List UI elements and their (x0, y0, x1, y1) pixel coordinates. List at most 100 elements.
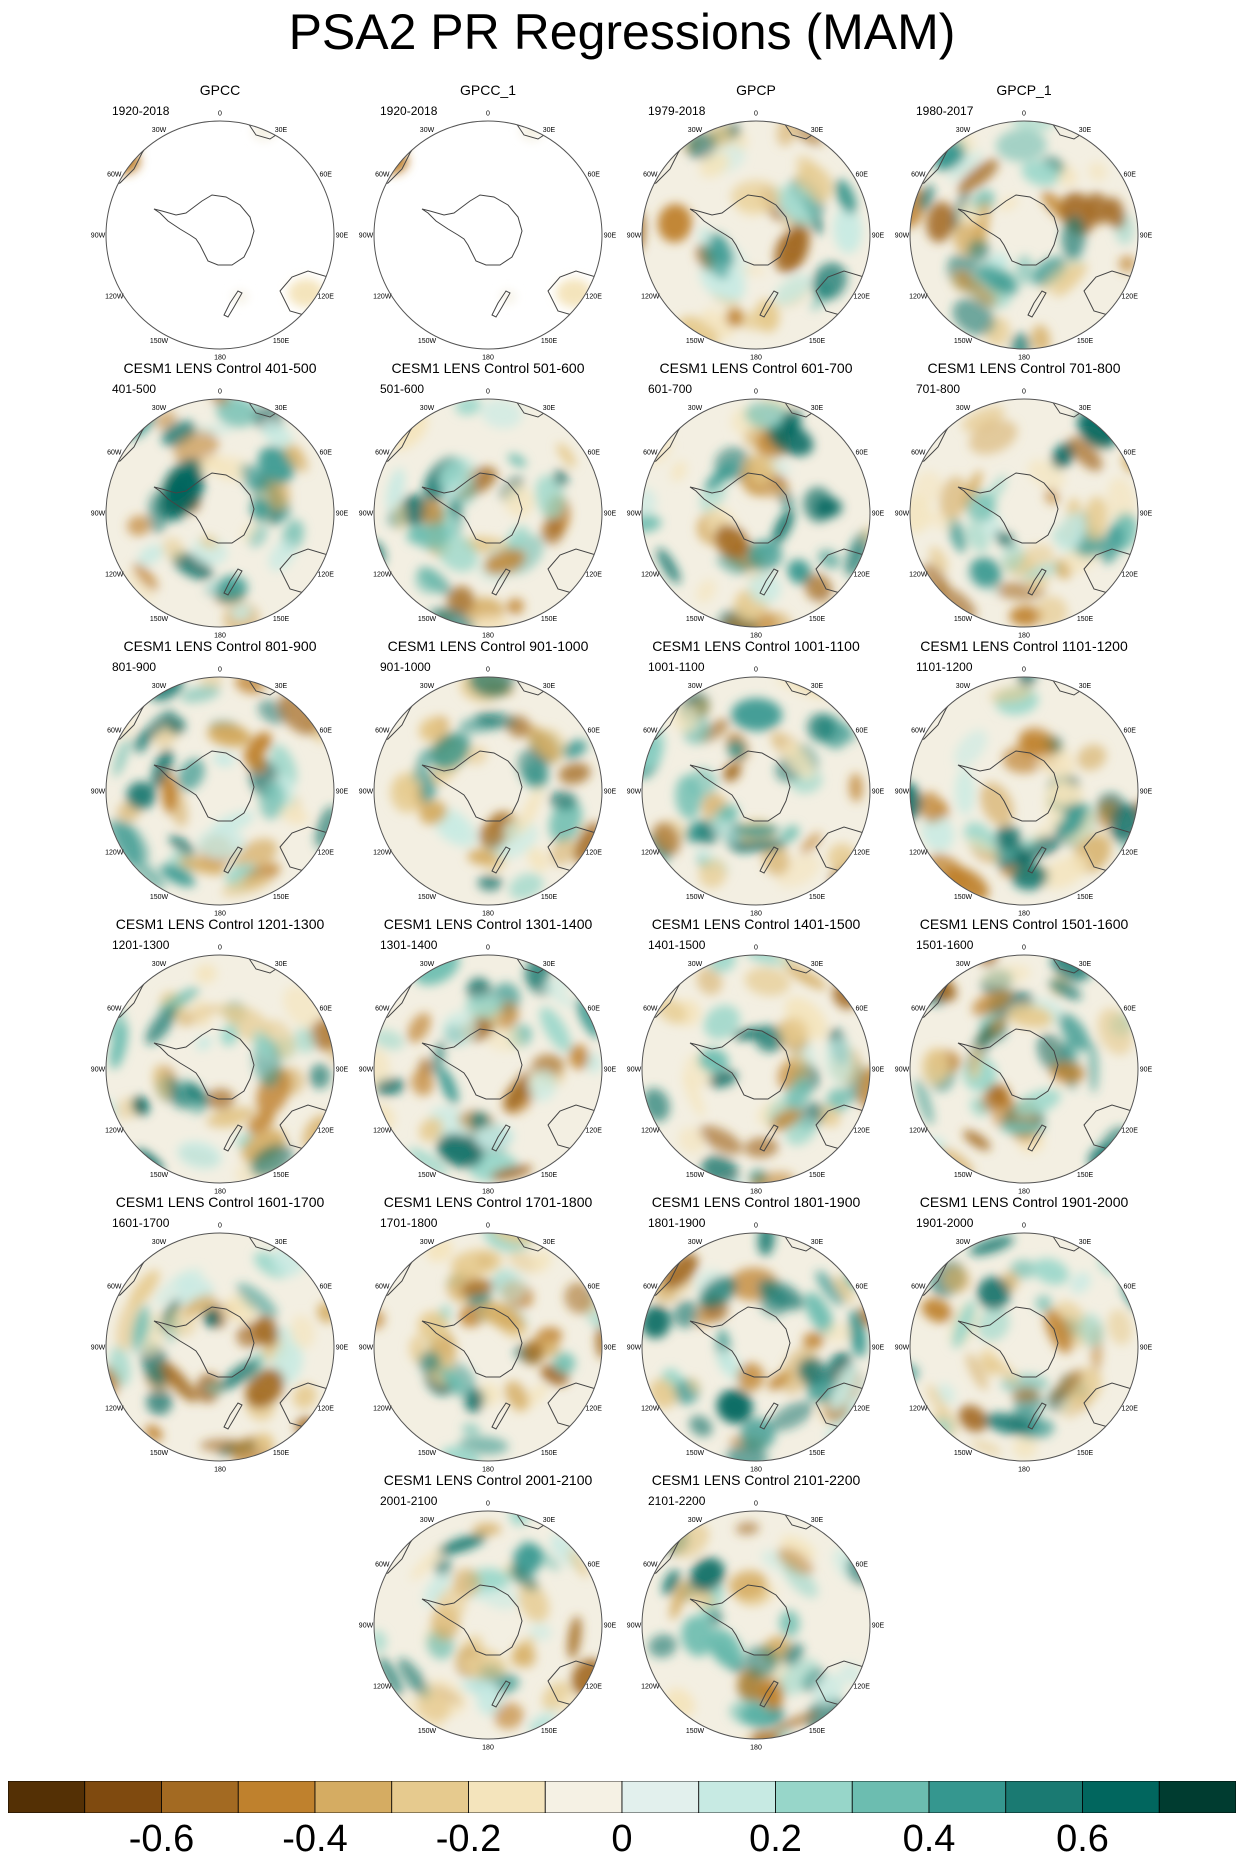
longitude-tick-label: 150E (809, 1728, 826, 1735)
longitude-tick-label: 90W (627, 1067, 642, 1074)
colorbar-swatch (161, 1781, 239, 1813)
longitude-tick-label: 90E (604, 1345, 617, 1352)
longitude-tick-label: 60W (107, 1006, 122, 1013)
panel-title: GPCP (736, 82, 776, 98)
longitude-tick-label: 180 (214, 911, 226, 918)
map-panel-c501: CESM1 LENS Control 501-600 501-600 0 30E 60E… (356, 360, 620, 640)
longitude-tick-label: 60E (587, 450, 600, 457)
colorbar-swatch (1158, 1781, 1236, 1813)
longitude-tick-label: 90E (1140, 1067, 1153, 1074)
longitude-tick-label: 120W (373, 1128, 392, 1135)
longitude-tick-label: 120E (586, 572, 603, 579)
map-panel-gpcp_1: GPCP_1 1980-2017 0 30E 60E 90E 120E 150E 180 150W… (892, 82, 1156, 362)
longitude-tick-label: 150E (1077, 1172, 1094, 1179)
map-panel-c1501: CESM1 LENS Control 1501-1600 1501-1600 0 30… (892, 916, 1156, 1196)
longitude-tick-label: 120W (105, 1406, 124, 1413)
map-panel-c1601: CESM1 LENS Control 1601-1700 1601-1700 0 30… (88, 1194, 352, 1474)
panel-title: CESM1 LENS Control 901-1000 (387, 638, 589, 654)
longitude-tick-label: 30W (152, 1239, 167, 1246)
longitude-tick-label: 30E (811, 961, 824, 968)
longitude-tick-label: 90E (1140, 233, 1153, 240)
longitude-tick-label: 180 (750, 1189, 762, 1196)
longitude-tick-label: 90E (1140, 789, 1153, 796)
longitude-tick-label: 120E (854, 1406, 871, 1413)
longitude-tick-label: 150E (1077, 894, 1094, 901)
longitude-tick-label: 120E (1122, 850, 1139, 857)
longitude-tick-label: 30W (420, 1239, 435, 1246)
longitude-tick-label: 120E (318, 1406, 335, 1413)
longitude-tick-label: 90E (604, 233, 617, 240)
longitude-tick-label: 0 (486, 111, 490, 118)
map-panel-gpcc_1: GPCC_1 1920-2018 0 30E 60E 90E 120E 150E 180 150W… (356, 82, 620, 362)
longitude-tick-label: 180 (482, 1467, 494, 1474)
longitude-tick-label: 30E (1079, 127, 1092, 134)
longitude-tick-label: 60E (319, 728, 332, 735)
longitude-tick-label: 60W (107, 728, 122, 735)
polar-map: 0 30E 60E 90E 120E 150E 180 150W 120W 90W 60W 30W (627, 1223, 885, 1474)
panel-title: CESM1 LENS Control 2001-2100 (383, 1472, 593, 1488)
panel-title: CESM1 LENS Control 1101-1200 (920, 638, 1128, 654)
longitude-tick-label: 150E (1077, 1450, 1094, 1457)
map-panel-c1301: CESM1 LENS Control 1301-1400 1301-1400 0 30… (356, 916, 620, 1196)
longitude-tick-label: 180 (482, 1189, 494, 1196)
longitude-tick-label: 180 (482, 633, 494, 640)
longitude-tick-label: 30E (275, 683, 288, 690)
longitude-tick-label: 120W (373, 1684, 392, 1691)
longitude-tick-label: 180 (482, 911, 494, 918)
longitude-tick-label: 60E (1123, 728, 1136, 735)
longitude-tick-label: 30W (956, 127, 971, 134)
longitude-tick-label: 90W (359, 1345, 374, 1352)
panel-title: GPCC (199, 82, 241, 98)
longitude-tick-label: 30W (420, 127, 435, 134)
longitude-tick-label: 120E (854, 1128, 871, 1135)
longitude-tick-label: 150E (1077, 338, 1094, 345)
longitude-tick-label: 90W (91, 1345, 106, 1352)
longitude-tick-label: 90W (359, 511, 374, 518)
longitude-tick-label: 60W (107, 450, 122, 457)
longitude-tick-label: 0 (218, 1223, 222, 1230)
longitude-tick-label: 30E (543, 405, 556, 412)
longitude-tick-label: 0 (1022, 389, 1026, 396)
longitude-tick-label: 150W (954, 1450, 973, 1457)
longitude-tick-label: 0 (486, 1223, 490, 1230)
longitude-tick-label: 60W (375, 1006, 390, 1013)
longitude-tick-label: 150E (809, 616, 826, 623)
longitude-tick-label: 150W (418, 616, 437, 623)
longitude-tick-label: 30E (811, 1239, 824, 1246)
longitude-tick-label: 90E (336, 1345, 349, 1352)
longitude-tick-label: 150W (954, 338, 973, 345)
longitude-tick-label: 120E (1122, 572, 1139, 579)
longitude-tick-label: 120W (105, 1128, 124, 1135)
longitude-tick-label: 0 (1022, 667, 1026, 674)
map-panel-c901: CESM1 LENS Control 901-1000 901-1000 0 30E 6… (356, 638, 620, 918)
longitude-tick-label: 30W (152, 961, 167, 968)
polar-map: 0 30E 60E 90E 120E 150E 180 150W 120W 90W 60W 30W (91, 1223, 349, 1474)
panel-title: CESM1 LENS Control 1801-1900 (651, 1194, 861, 1210)
panel-period: 901-1000 (380, 660, 431, 674)
colorbar-swatch (698, 1781, 776, 1813)
longitude-tick-label: 150E (541, 1728, 558, 1735)
longitude-tick-label: 150E (541, 1172, 558, 1179)
longitude-tick-label: 150E (273, 1172, 290, 1179)
panel-title: CESM1 LENS Control 1401-1500 (651, 916, 861, 932)
longitude-tick-label: 180 (214, 355, 226, 362)
polar-map: 0 30E 60E 90E 120E 150E 180 150W 120W 90W 60W 30W (91, 111, 349, 362)
polar-map: 0 30E 60E 90E 120E 150E 180 150W 120W 90W 60W 30W (91, 667, 349, 918)
colorbar-tick-label: -0.4 (282, 1818, 348, 1860)
longitude-tick-label: 150E (541, 1450, 558, 1457)
longitude-tick-label: 180 (214, 1467, 226, 1474)
longitude-tick-label: 60E (1123, 1284, 1136, 1291)
longitude-tick-label: 180 (750, 911, 762, 918)
longitude-tick-label: 60E (319, 1284, 332, 1291)
longitude-tick-label: 60E (855, 728, 868, 735)
longitude-tick-label: 60E (587, 728, 600, 735)
longitude-tick-label: 90W (91, 789, 106, 796)
longitude-tick-label: 30W (688, 683, 703, 690)
longitude-tick-label: 180 (750, 1467, 762, 1474)
longitude-tick-label: 60W (643, 1562, 658, 1569)
longitude-tick-label: 60W (911, 172, 926, 179)
longitude-tick-label: 30W (420, 961, 435, 968)
longitude-tick-label: 90W (359, 233, 374, 240)
longitude-tick-label: 60W (643, 450, 658, 457)
polar-map: 0 30E 60E 90E 120E 150E 180 150W 120W 90W 60W 30W (359, 389, 617, 640)
